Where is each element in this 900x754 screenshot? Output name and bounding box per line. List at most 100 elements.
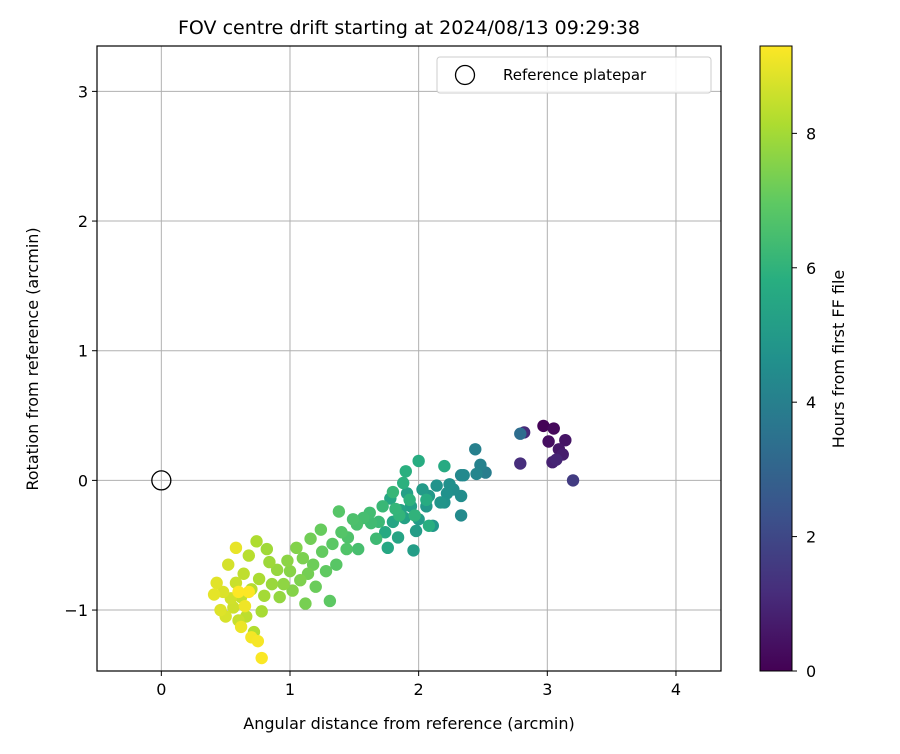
x-axis: 0 1 2 3 4 xyxy=(156,671,681,699)
data-point xyxy=(454,509,468,522)
colorbar-gradient xyxy=(759,45,793,672)
data-point xyxy=(281,554,294,567)
data-point xyxy=(314,523,328,536)
data-point xyxy=(252,572,266,586)
data-point xyxy=(422,519,436,532)
data-point xyxy=(234,620,248,634)
data-point xyxy=(296,551,310,565)
data-point xyxy=(376,500,389,513)
data-point xyxy=(222,558,235,571)
scatter-points xyxy=(207,419,580,665)
data-point xyxy=(430,479,443,492)
data-point xyxy=(258,589,271,602)
data-point xyxy=(412,454,425,468)
data-point xyxy=(399,465,412,478)
data-point xyxy=(238,599,252,613)
reference-point xyxy=(151,470,172,491)
data-point xyxy=(255,605,268,618)
data-point xyxy=(263,555,276,569)
data-point xyxy=(469,443,482,456)
y-tick-label: 1 xyxy=(78,342,88,361)
x-tick-label: 3 xyxy=(542,680,552,699)
data-point xyxy=(381,541,394,555)
data-point xyxy=(304,532,317,545)
data-point xyxy=(389,502,402,516)
data-point xyxy=(210,576,223,590)
y-axis-label: Rotation from reference (arcmin) xyxy=(23,227,42,490)
data-point xyxy=(566,474,580,487)
reference-marker xyxy=(151,470,172,491)
data-point xyxy=(286,584,299,597)
y-tick-label: −1 xyxy=(64,601,88,620)
plot-frame xyxy=(96,45,722,672)
data-point xyxy=(306,558,320,571)
data-point xyxy=(559,433,572,447)
data-point xyxy=(270,563,284,577)
data-point xyxy=(273,590,286,604)
data-point xyxy=(403,493,416,507)
data-point xyxy=(237,567,250,580)
data-point xyxy=(283,564,297,578)
data-point xyxy=(330,558,343,571)
y-tick-label: 0 xyxy=(78,471,88,490)
colorbar: 0 2 4 6 8 Hours from first FF file xyxy=(759,45,848,681)
x-tick-label: 0 xyxy=(156,680,166,699)
data-point xyxy=(397,476,410,490)
data-point xyxy=(470,467,483,481)
colorbar-tick-label: 0 xyxy=(806,662,816,681)
data-point xyxy=(260,542,274,556)
x-tick-label: 4 xyxy=(671,680,681,699)
data-point xyxy=(420,493,433,507)
data-point xyxy=(409,524,423,538)
data-point xyxy=(407,544,420,557)
data-point xyxy=(335,526,348,539)
legend: Reference platepar xyxy=(436,56,712,94)
data-point xyxy=(214,603,227,617)
data-point xyxy=(242,549,256,562)
data-point xyxy=(319,564,333,578)
colorbar-tick-label: 2 xyxy=(806,528,816,547)
colorbar-tick-label: 6 xyxy=(806,259,816,278)
x-tick-label: 2 xyxy=(414,680,424,699)
y-tick-label: 3 xyxy=(78,82,88,101)
data-point xyxy=(277,577,290,591)
data-point xyxy=(250,535,263,548)
colorbar-tick-label: 8 xyxy=(806,124,816,143)
data-point xyxy=(547,422,560,435)
data-point xyxy=(315,545,329,558)
data-point xyxy=(290,541,303,555)
data-point xyxy=(229,541,243,555)
data-point xyxy=(408,509,421,522)
data-point xyxy=(386,485,400,499)
y-tick-label: 2 xyxy=(78,212,88,231)
data-point xyxy=(265,577,279,591)
data-point xyxy=(242,585,256,599)
legend-reference-marker xyxy=(454,64,476,86)
data-point xyxy=(550,453,563,466)
data-point xyxy=(346,513,360,526)
colorbar-label: Hours from first FF file xyxy=(829,270,848,449)
data-point xyxy=(255,651,268,665)
legend-box xyxy=(436,56,712,94)
data-point xyxy=(309,580,322,593)
gridlines xyxy=(97,46,721,671)
data-point xyxy=(207,588,221,601)
data-point xyxy=(457,469,470,482)
data-point xyxy=(232,585,245,599)
data-point xyxy=(434,496,447,509)
data-point xyxy=(323,594,337,608)
data-point xyxy=(416,483,429,496)
data-point xyxy=(351,542,365,556)
colorbar-tick-label: 4 xyxy=(806,393,816,412)
data-point xyxy=(326,537,339,551)
data-point xyxy=(251,634,265,648)
data-point xyxy=(332,505,346,518)
chart-title: FOV centre drift starting at 2024/08/13 … xyxy=(178,17,640,39)
data-point xyxy=(514,427,527,440)
colorbar-ticks: 0 2 4 6 8 xyxy=(792,124,816,681)
data-point xyxy=(340,542,353,556)
legend-reference-label: Reference platepar xyxy=(503,66,647,84)
data-point xyxy=(514,457,527,470)
data-point xyxy=(369,532,383,545)
